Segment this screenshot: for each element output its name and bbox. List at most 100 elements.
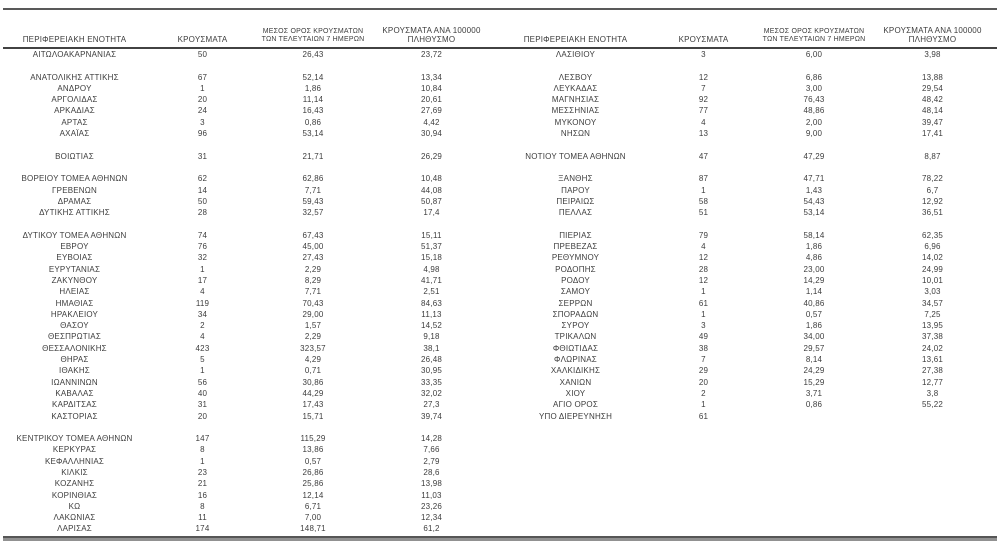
value-cell: 14,52 bbox=[420, 321, 443, 331]
value-cell bbox=[367, 422, 496, 433]
table-row: ΚΙΛΚΙΣ 23 26,86 28,6 bbox=[3, 467, 997, 478]
value-cell: 323,57 bbox=[300, 343, 326, 353]
table-row: ΚΟΖΑΝΗΣ 21 25,86 13,98 bbox=[3, 478, 997, 489]
value-cell: 24,02 bbox=[921, 343, 944, 353]
spacer-cell bbox=[496, 523, 504, 534]
value-cell bbox=[868, 139, 997, 150]
value-cell bbox=[868, 523, 997, 534]
spacer-cell bbox=[496, 512, 504, 523]
spacer-cell bbox=[496, 490, 504, 501]
value-cell: 6,96 bbox=[924, 242, 941, 252]
table-row: ΗΛΕΙΑΣ 4 7,71 2,51 ΣΑΜΟΥ 1 1,14 3,03 bbox=[3, 286, 997, 297]
region-name-cell: ΘΕΣΠΡΩΤΙΑΣ bbox=[48, 332, 101, 342]
value-cell bbox=[868, 218, 997, 229]
value-cell: 26,29 bbox=[420, 151, 443, 161]
value-cell bbox=[647, 422, 760, 433]
value-cell: 23,00 bbox=[803, 264, 825, 274]
region-name-cell bbox=[3, 139, 146, 150]
value-cell: 62 bbox=[197, 174, 208, 184]
value-cell: 26,48 bbox=[420, 355, 443, 365]
value-cell: 40 bbox=[197, 388, 208, 398]
region-name-cell: ΘΑΣΟΥ bbox=[60, 321, 89, 331]
spacer-cell bbox=[496, 105, 504, 116]
value-cell: 423 bbox=[195, 343, 210, 353]
spacer-cell bbox=[496, 298, 504, 309]
table-row: ΛΑΡΙΣΑΣ 174 148,71 61,2 bbox=[3, 523, 997, 534]
table-row: ΙΩΑΝΝΙΝΩΝ 56 30,86 33,35 ΧΑΝΙΩΝ 20 15,29 12,77 bbox=[3, 377, 997, 388]
table-row bbox=[3, 139, 997, 150]
value-cell: 21,71 bbox=[302, 151, 324, 161]
value-cell: 30,95 bbox=[420, 366, 443, 376]
value-cell: 17,41 bbox=[921, 129, 944, 139]
spacer-cell bbox=[496, 286, 504, 297]
value-cell bbox=[367, 139, 496, 150]
value-cell: 39,47 bbox=[921, 117, 944, 127]
value-cell bbox=[760, 60, 868, 71]
value-cell: 61 bbox=[698, 411, 709, 421]
value-cell: 38,1 bbox=[423, 343, 440, 353]
value-cell: 2,51 bbox=[423, 287, 440, 297]
spacer-cell bbox=[496, 173, 504, 184]
spacer-cell bbox=[496, 365, 504, 376]
value-cell: 32,57 bbox=[302, 208, 324, 218]
value-cell: 50,87 bbox=[420, 196, 443, 206]
value-cell: 2,29 bbox=[304, 264, 322, 274]
region-name-cell: ΦΘΙΩΤΙΔΑΣ bbox=[552, 343, 599, 353]
value-cell bbox=[760, 501, 868, 512]
region-name-cell bbox=[3, 422, 146, 433]
value-cell: 1,14 bbox=[805, 287, 823, 297]
value-cell: 12,77 bbox=[921, 377, 944, 387]
value-cell: 7,71 bbox=[304, 185, 322, 195]
value-cell: 10,84 bbox=[420, 83, 443, 93]
region-name-cell: ΤΡΙΚΑΛΩΝ bbox=[554, 332, 597, 342]
table-row bbox=[3, 422, 997, 433]
value-cell: 12,34 bbox=[420, 513, 443, 523]
region-name-cell bbox=[504, 218, 647, 229]
value-cell bbox=[146, 218, 259, 229]
value-cell bbox=[647, 467, 760, 478]
value-cell: 34,57 bbox=[921, 298, 944, 308]
value-cell: 1 bbox=[200, 83, 205, 93]
spacer-cell bbox=[496, 433, 504, 444]
value-cell: 3 bbox=[200, 117, 205, 127]
spacer-cell bbox=[496, 444, 504, 455]
table-row: ΑΡΤΑΣ 3 0,86 4,42 ΜΥΚΟΝΟΥ 4 2,00 39,47 bbox=[3, 117, 997, 128]
region-name-cell: ΕΥΒΟΙΑΣ bbox=[56, 253, 93, 263]
region-name-cell: ΚΩ bbox=[68, 501, 81, 511]
value-cell: 16,43 bbox=[302, 106, 324, 116]
region-name-cell: ΗΛΕΙΑΣ bbox=[59, 287, 90, 297]
region-name-cell: ΑΡΓΟΛΙΔΑΣ bbox=[51, 95, 98, 105]
value-cell: 29,54 bbox=[921, 83, 944, 93]
region-name-cell: ΚΟΖΑΝΗΣ bbox=[54, 479, 95, 489]
value-cell bbox=[760, 456, 868, 467]
value-cell: 17,43 bbox=[302, 400, 324, 410]
value-cell: 7,00 bbox=[304, 513, 322, 523]
value-cell: 3,03 bbox=[924, 287, 941, 297]
regional-cases-report: ΠΕΡΙΦΕΡΕΙΑΚΗ ΕΝΟΤΗΤΑ ΚΡΟΥΣΜΑΤΑ ΜΕΣΟΣ ΟΡΟ… bbox=[3, 8, 997, 541]
value-cell: 20 bbox=[698, 377, 709, 387]
value-cell: 14,28 bbox=[420, 434, 443, 444]
value-cell bbox=[367, 60, 496, 71]
region-name-cell bbox=[504, 60, 647, 71]
value-cell: 29,00 bbox=[302, 309, 324, 319]
value-cell: 78,22 bbox=[921, 174, 944, 184]
region-name-cell: ΘΗΡΑΣ bbox=[60, 355, 89, 365]
value-cell: 20 bbox=[197, 95, 208, 105]
value-cell bbox=[647, 456, 760, 467]
value-cell: 11 bbox=[198, 513, 207, 523]
value-cell: 11,14 bbox=[302, 95, 324, 105]
table-row: ΚΑΒΑΛΑΣ 40 44,29 32,02 ΧΙΟΥ 2 3,71 3,8 bbox=[3, 388, 997, 399]
spacer-cell bbox=[496, 60, 504, 71]
table-row: ΒΟΙΩΤΙΑΣ 31 21,71 26,29 ΝΟΤΙΟΥ ΤΟΜΕΑ ΑΘΗΝΩΝ 4… bbox=[3, 151, 997, 162]
value-cell: 51,37 bbox=[420, 242, 443, 252]
value-cell: 28 bbox=[197, 208, 208, 218]
value-cell: 9,18 bbox=[423, 332, 440, 342]
region-name-cell: ΠΕΙΡΑΙΩΣ bbox=[556, 196, 595, 206]
table-row: ΘΕΣΠΡΩΤΙΑΣ 4 2,29 9,18 ΤΡΙΚΑΛΩΝ 49 34,00 37,38 bbox=[3, 331, 997, 342]
value-cell: 1 bbox=[200, 366, 205, 376]
region-name-cell: ΠΑΡΟΥ bbox=[561, 185, 590, 195]
region-name-cell: ΕΥΡΥΤΑΝΙΑΣ bbox=[48, 264, 101, 274]
region-name-cell bbox=[504, 512, 647, 523]
region-name-cell bbox=[504, 422, 647, 433]
value-cell: 28 bbox=[698, 264, 709, 274]
